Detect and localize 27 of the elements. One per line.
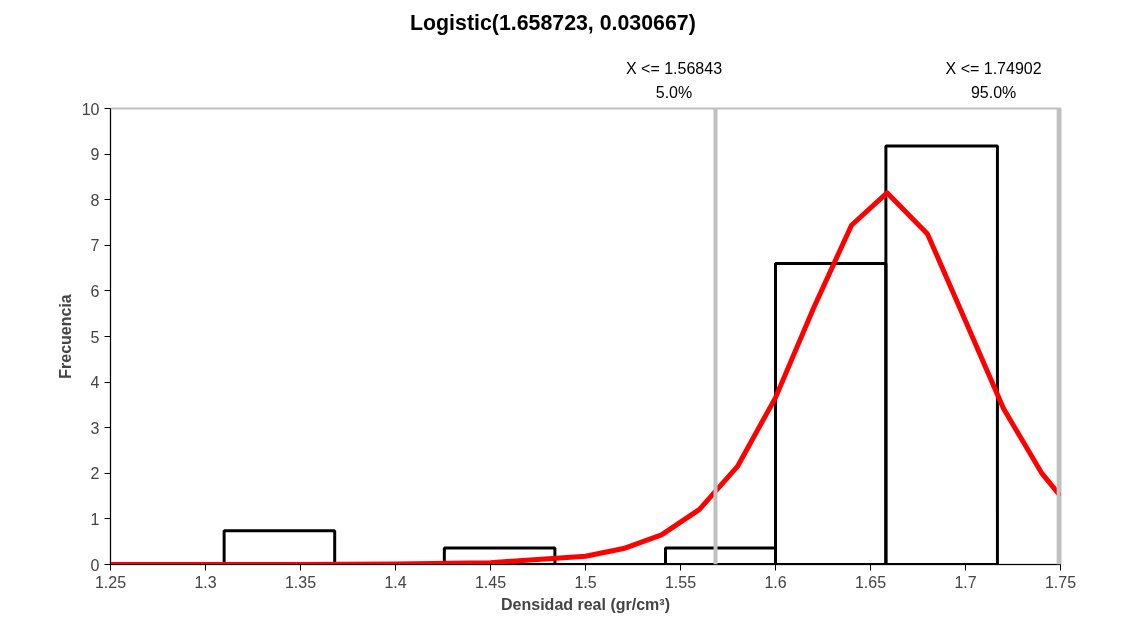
x-tick-label: 1.3	[194, 573, 217, 591]
y-tick-label: 2	[90, 465, 100, 483]
x-tick-label: 1.45	[474, 573, 507, 591]
y-tick-label: 6	[90, 282, 100, 300]
y-axis-title: Frecuencia	[56, 294, 74, 379]
x-tick-label: 1.75	[1044, 573, 1077, 591]
y-tick-label: 1	[90, 510, 100, 528]
ref-line-label: X <= 1.74902 95.0%	[945, 59, 1042, 101]
x-tick-label: 1.25	[94, 573, 127, 591]
x-tick-label: 1.65	[854, 573, 887, 591]
y-tick-label: 4	[90, 374, 100, 392]
x-axis-title: Densidad real (gr/cm³)	[501, 595, 670, 613]
y-tick-label: 0	[90, 556, 100, 574]
x-tick-label: 1.7	[954, 573, 977, 591]
y-tick-label: 5	[90, 328, 100, 346]
x-tick-label: 1.55	[664, 573, 697, 591]
x-tick-label: 1.5	[574, 573, 597, 591]
ref-line-label: X <= 1.56843 5.0%	[625, 59, 723, 101]
y-tick-label: 10	[81, 100, 100, 118]
y-tick-label: 9	[90, 146, 100, 164]
x-tick-label: 1.4	[384, 573, 407, 591]
y-tick-label: 8	[90, 191, 100, 209]
chart-title: Logistic(1.658723, 0.030667)	[410, 10, 696, 35]
x-tick-label: 1.35	[284, 573, 317, 591]
y-tick-label: 3	[90, 419, 100, 437]
x-tick-label: 1.6	[764, 573, 787, 591]
y-tick-label: 7	[90, 237, 100, 255]
